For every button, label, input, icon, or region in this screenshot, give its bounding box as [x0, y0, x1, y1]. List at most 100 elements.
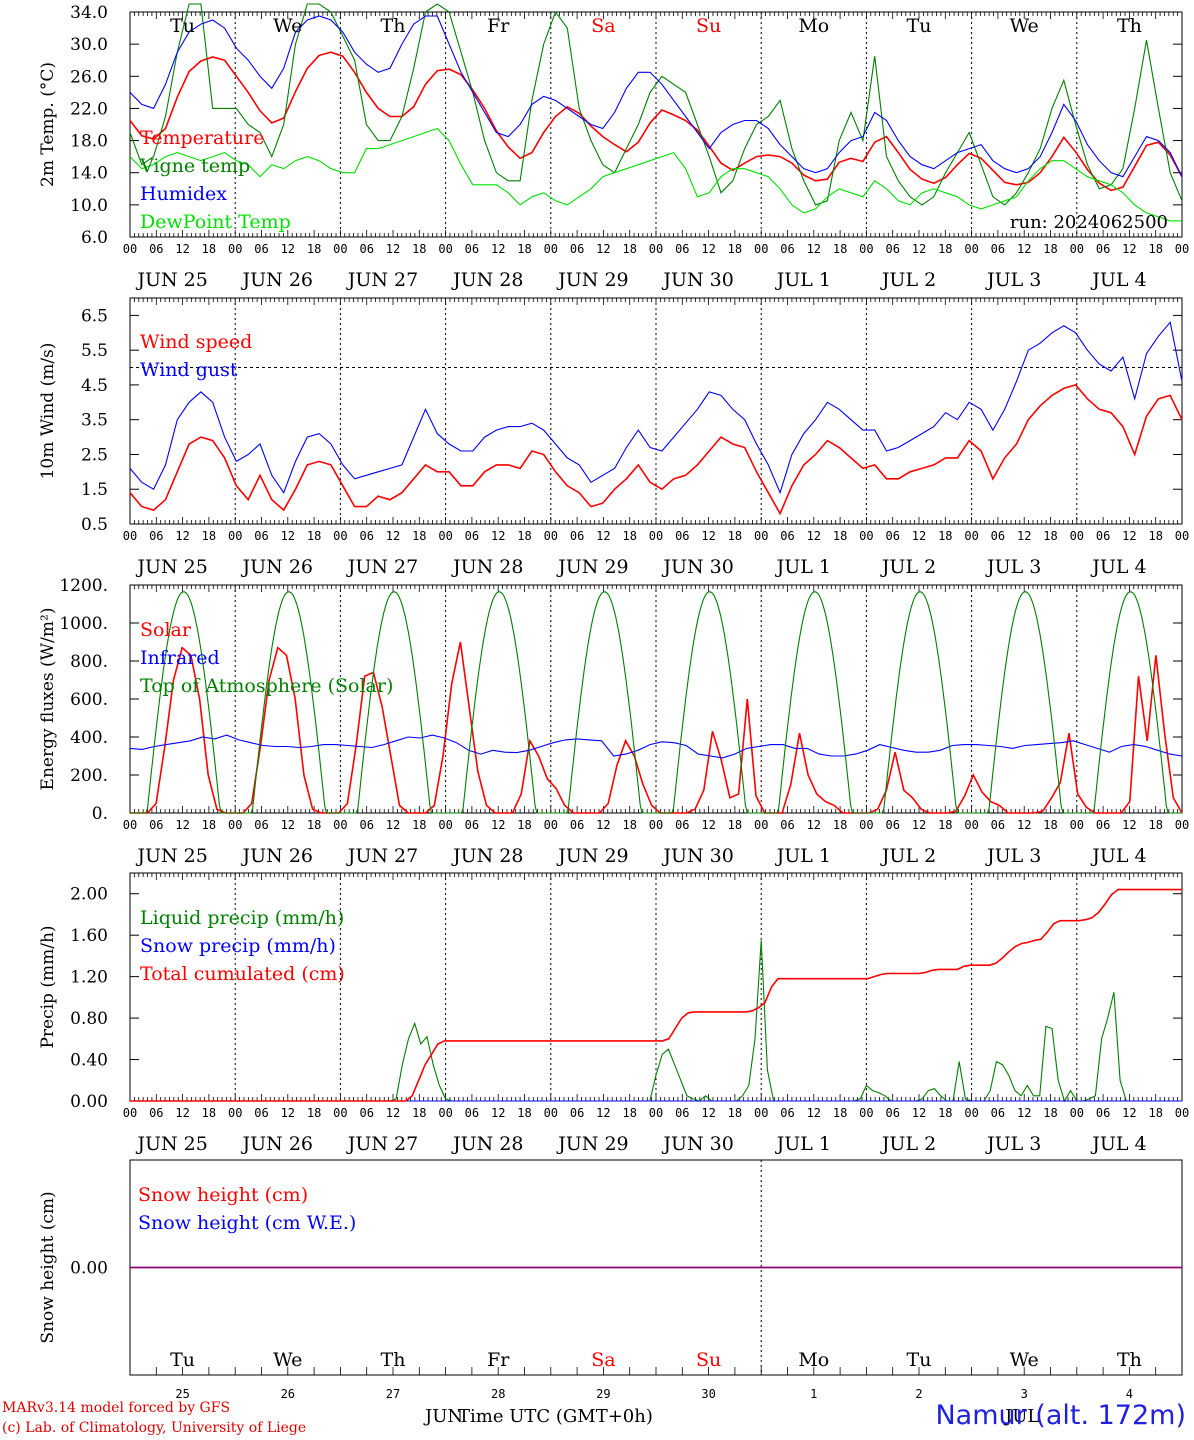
hour-tick-label: 06 — [991, 529, 1005, 543]
date-label: JUN 27 — [346, 556, 418, 578]
day-number-label: 4 — [1126, 1387, 1133, 1401]
hour-tick-label: 06 — [1096, 1106, 1110, 1120]
y-tick-label: 1.5 — [81, 480, 108, 500]
hour-tick-label: 06 — [359, 818, 373, 832]
date-label: JUN 26 — [241, 845, 313, 867]
hour-tick-label: 06 — [254, 242, 268, 256]
hour-tick-label: 12 — [491, 529, 505, 543]
hour-tick-label: 12 — [596, 242, 610, 256]
y-tick-label: 2.00 — [70, 885, 108, 905]
date-label: JUL 2 — [880, 845, 936, 867]
hour-tick-label: 12 — [175, 1106, 189, 1120]
hour-tick-label: 06 — [570, 1106, 584, 1120]
day-number-label: 30 — [701, 1387, 715, 1401]
date-label: JUN 27 — [346, 845, 418, 867]
weekday-label: Th — [1117, 1349, 1142, 1371]
weekday-label: Su — [696, 1349, 721, 1371]
hour-tick-label: 00 — [649, 242, 663, 256]
hour-tick-label: 12 — [701, 818, 715, 832]
date-label: JUN 29 — [556, 556, 628, 578]
weekday-label: Tu — [170, 1349, 195, 1371]
hour-tick-label: 00 — [754, 529, 768, 543]
hour-tick-label: 06 — [570, 529, 584, 543]
hour-tick-label: 18 — [307, 818, 321, 832]
hour-tick-label: 00 — [123, 818, 137, 832]
hour-tick-label: 06 — [359, 529, 373, 543]
hour-tick-label: 12 — [701, 529, 715, 543]
date-label: JUL 3 — [985, 556, 1041, 578]
legend-entry: Vigne temp — [139, 155, 250, 177]
hour-tick-label: 06 — [885, 529, 899, 543]
day-number-label: 1 — [810, 1387, 817, 1401]
hour-tick-label: 18 — [1043, 818, 1057, 832]
legend-entry: Liquid precip (mm/h) — [140, 907, 344, 929]
hour-tick-label: 12 — [281, 529, 295, 543]
weekday-label: Tu — [170, 15, 195, 37]
hour-tick-label: 18 — [412, 1106, 426, 1120]
station-label: Namur (alt. 172m) — [935, 1400, 1186, 1431]
hour-tick-label: 06 — [675, 818, 689, 832]
hour-tick-label: 00 — [1070, 818, 1084, 832]
hour-tick-label: 00 — [228, 529, 242, 543]
hour-tick-label: 00 — [1070, 1106, 1084, 1120]
hour-tick-label: 06 — [359, 1106, 373, 1120]
hour-tick-label: 12 — [281, 242, 295, 256]
legend-entry: Wind speed — [140, 331, 252, 353]
hour-tick-label: 12 — [596, 818, 610, 832]
hour-tick-label: 06 — [149, 529, 163, 543]
hour-tick-label: 06 — [780, 1106, 794, 1120]
hour-tick-label: 06 — [254, 529, 268, 543]
weekday-label: We — [273, 15, 302, 37]
date-label: JUN 28 — [451, 845, 523, 867]
day-number-label: 28 — [491, 1387, 505, 1401]
hour-tick-label: 00 — [544, 242, 558, 256]
day-number-label: 26 — [281, 1387, 295, 1401]
y-tick-label: 6.5 — [81, 306, 108, 326]
panel-frame-2 — [129, 584, 1183, 814]
hour-tick-label: 00 — [544, 1106, 558, 1120]
series-line-humidex — [129, 15, 1183, 178]
date-label: JUN 28 — [451, 269, 523, 291]
hour-tick-label: 18 — [938, 1106, 952, 1120]
date-label: JUN 27 — [346, 269, 418, 291]
hour-tick-label: 00 — [438, 1106, 452, 1120]
hour-tick-label: 12 — [1017, 529, 1031, 543]
hour-tick-label: 00 — [438, 242, 452, 256]
hour-tick-label: 00 — [859, 818, 873, 832]
date-label: JUN 26 — [241, 269, 313, 291]
weekday-label: Mo — [798, 15, 829, 37]
y-tick-label: 18.0 — [70, 132, 108, 152]
date-label: JUN 25 — [135, 269, 207, 291]
hour-tick-label: 00 — [964, 529, 978, 543]
legend-entry: Snow height (cm W.E.) — [138, 1212, 356, 1234]
legend-entry: Humidex — [140, 183, 227, 205]
hour-tick-label: 00 — [333, 818, 347, 832]
y-tick-label: 14.0 — [70, 164, 108, 184]
hour-tick-label: 12 — [596, 529, 610, 543]
hour-tick-label: 06 — [1096, 242, 1110, 256]
hour-tick-label: 06 — [570, 818, 584, 832]
date-label: JUN 27 — [346, 1133, 418, 1155]
day-number-label: 29 — [596, 1387, 610, 1401]
hour-tick-label: 06 — [780, 818, 794, 832]
y-tick-label: 800. — [70, 652, 108, 672]
date-label: JUN 28 — [451, 1133, 523, 1155]
series-line-temperature — [129, 51, 1183, 192]
day-number-label: 25 — [175, 1387, 189, 1401]
hour-tick-label: 00 — [1070, 242, 1084, 256]
series-line-total-cumulated-cm- — [130, 888, 1182, 1102]
legend-entry: Infrared — [140, 647, 220, 669]
hour-tick-label: 06 — [675, 1106, 689, 1120]
y-tick-label: 0.00 — [70, 1092, 108, 1112]
hour-tick-label: 00 — [228, 242, 242, 256]
date-label: JUL 2 — [880, 1133, 936, 1155]
y-axis-title: 10m Wind (m/s) — [38, 343, 58, 480]
hour-tick-label: 18 — [833, 242, 847, 256]
hour-tick-label: 12 — [386, 529, 400, 543]
y-tick-label: 2.5 — [81, 445, 108, 465]
hour-tick-label: 12 — [1017, 242, 1031, 256]
hour-tick-label: 00 — [754, 818, 768, 832]
y-tick-label: 10.0 — [70, 196, 108, 216]
date-label: JUL 2 — [880, 269, 936, 291]
hour-tick-label: 18 — [517, 1106, 531, 1120]
